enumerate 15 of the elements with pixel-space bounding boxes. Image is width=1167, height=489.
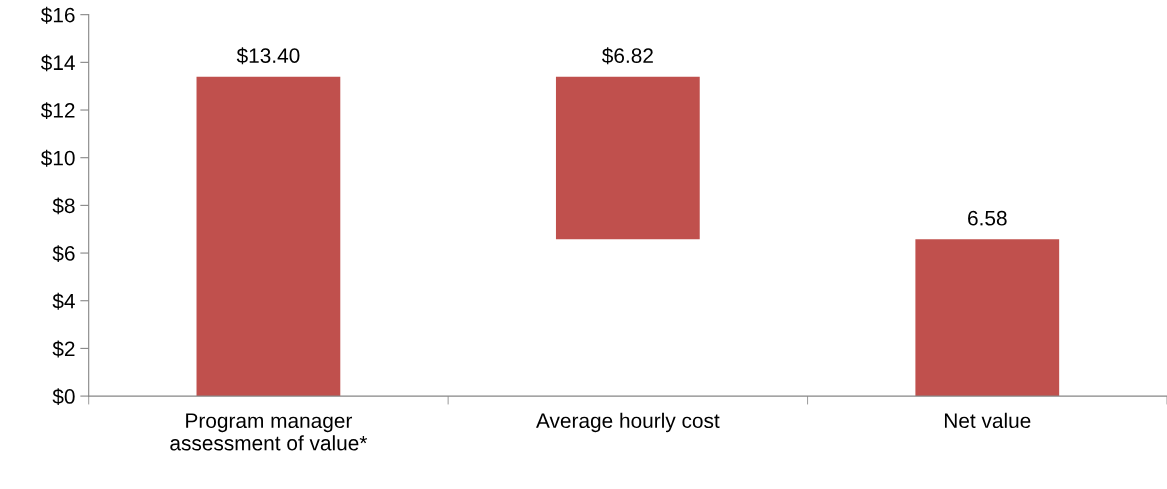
y-tick-label: $12 <box>40 102 75 120</box>
y-tick-label: $16 <box>40 6 75 24</box>
y-tick-label: $4 <box>52 292 75 310</box>
data-label: $13.40 <box>236 47 300 65</box>
x-tick-label: Net value <box>944 412 1031 429</box>
y-tick-label: $10 <box>40 149 75 167</box>
x-tick-label: Program manager assessment of value* <box>170 413 368 451</box>
x-tick-label: Average hourly cost <box>536 412 720 433</box>
y-tick-label: $14 <box>40 54 75 72</box>
y-tick-label: $2 <box>52 340 75 358</box>
data-label: 6.58 <box>968 210 1007 226</box>
y-tick-label: $8 <box>52 197 75 215</box>
y-tick-label: $6 <box>52 245 75 263</box>
y-tick-label: $0 <box>52 388 75 406</box>
data-label: $6.82 <box>602 47 653 65</box>
